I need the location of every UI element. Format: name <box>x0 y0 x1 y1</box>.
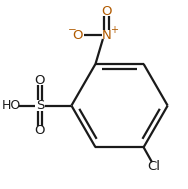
Text: −: − <box>68 25 76 35</box>
Text: O: O <box>101 5 112 18</box>
Text: O: O <box>35 124 45 137</box>
Text: O: O <box>73 29 83 42</box>
Text: HO: HO <box>2 99 21 112</box>
Text: S: S <box>36 99 44 112</box>
Text: O: O <box>35 74 45 87</box>
Text: +: + <box>110 25 118 35</box>
Text: Cl: Cl <box>147 160 160 173</box>
Text: N: N <box>102 29 111 42</box>
